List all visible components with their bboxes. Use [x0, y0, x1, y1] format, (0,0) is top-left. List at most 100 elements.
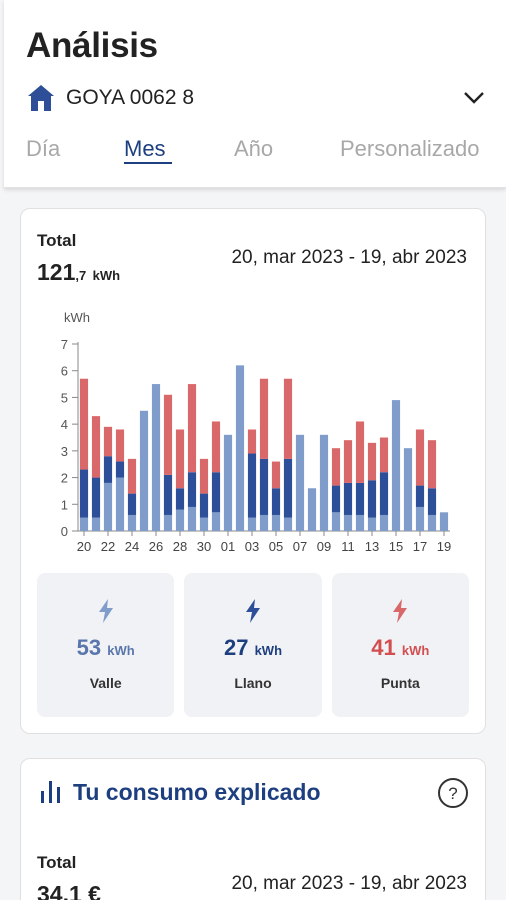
tile-punta: 41 kWh Punta	[331, 573, 469, 717]
y-tick-label: 5	[61, 390, 68, 405]
x-tick-label: 07	[293, 539, 307, 554]
tile-punta-value: 41 kWh	[332, 635, 469, 661]
bar-valle	[319, 434, 329, 531]
bar-valle	[163, 514, 173, 531]
bar-valle	[151, 384, 161, 531]
bar-llano	[367, 480, 377, 518]
bar-valle	[175, 509, 185, 531]
x-tick-label: 30	[197, 539, 211, 554]
x-tick-label: 13	[365, 539, 379, 554]
y-tick-label: 2	[61, 471, 68, 486]
total-unit: kWh	[92, 268, 121, 283]
supply-selector[interactable]: GOYA 0062 8	[26, 80, 496, 116]
x-tick-label: 17	[413, 539, 427, 554]
bar-valle	[307, 488, 317, 531]
bar-punta	[355, 421, 365, 483]
help-icon[interactable]: ?	[437, 777, 469, 809]
bar-chart-icon	[41, 781, 60, 803]
bar-punta	[379, 437, 389, 473]
bar-punta	[211, 421, 221, 473]
bolt-icon	[98, 599, 113, 623]
bar-llano	[427, 488, 437, 515]
tile-llano-number: 27	[223, 635, 249, 660]
explained-total-value: 34,1 €	[37, 881, 101, 900]
bar-punta	[79, 378, 89, 470]
tile-punta-unit: kWh	[401, 643, 430, 658]
bar-llano	[115, 461, 125, 478]
bar-llano	[415, 485, 425, 507]
x-tick-label: 20	[77, 539, 91, 554]
x-tick-label: 28	[173, 539, 187, 554]
bar-valle	[103, 482, 113, 531]
bar-punta	[127, 458, 137, 494]
bar-punta	[415, 429, 425, 486]
bar-punta	[331, 448, 341, 486]
bar-punta	[259, 378, 269, 459]
tariff-tiles: 53 kWh Valle 27 kWh Llano 41 kWh Punta	[37, 573, 469, 717]
bar-punta	[91, 416, 101, 478]
bar-punta	[187, 384, 197, 473]
explained-date-range: 20, mar 2023 - 19, abr 2023	[231, 873, 467, 894]
bar-llano	[91, 477, 101, 518]
x-tick-label: 11	[341, 539, 355, 554]
bar-llano	[247, 453, 257, 518]
bar-valle	[283, 517, 293, 531]
tab-mes[interactable]: Mes	[124, 136, 166, 161]
bar-llano	[127, 493, 137, 515]
tile-punta-label: Punta	[380, 675, 420, 691]
header: Análisis GOYA 0062 8 Día Mes Año Persona…	[4, 0, 506, 188]
tab-ano[interactable]: Año	[234, 136, 274, 161]
tile-llano: 27 kWh Llano	[184, 573, 322, 717]
bar-punta	[247, 429, 257, 454]
bar-llano	[199, 493, 209, 518]
active-tab-indicator	[124, 162, 172, 164]
bar-valle	[367, 517, 377, 531]
y-tick-label: 6	[61, 364, 68, 379]
bar-punta	[367, 442, 377, 481]
bar-valle	[259, 514, 269, 531]
x-tick-label: 01	[221, 539, 235, 554]
bar-llano	[331, 485, 341, 513]
bar-llano	[343, 482, 353, 515]
bar-valle	[79, 517, 89, 531]
total-int: 121	[37, 259, 76, 285]
bar-valle	[271, 514, 281, 531]
tab-personalizado[interactable]: Personalizado	[340, 136, 480, 161]
total-label: Total	[37, 231, 77, 250]
bar-valle	[439, 512, 449, 531]
tile-llano-value: 27 kWh	[184, 635, 321, 661]
y-axis-label: kWh	[64, 310, 90, 325]
bar-valle	[331, 512, 341, 531]
tile-llano-unit: kWh	[254, 643, 283, 658]
x-tick-label: 15	[389, 539, 403, 554]
bar-valle	[343, 514, 353, 531]
tile-valle: 53 kWh Valle	[37, 573, 175, 717]
supply-name: GOYA 0062 8	[66, 86, 195, 109]
y-tick-label: 1	[61, 497, 68, 512]
bar-valle	[223, 434, 233, 531]
tab-dia[interactable]: Día	[26, 136, 61, 161]
bar-llano	[355, 482, 365, 515]
tile-valle-label: Valle	[89, 675, 122, 691]
x-tick-label: 05	[269, 539, 283, 554]
x-tick-label: 24	[125, 539, 139, 554]
bar-llano	[379, 472, 389, 515]
bar-punta	[103, 426, 113, 457]
bar-valle	[127, 514, 137, 531]
bar-valle	[199, 517, 209, 531]
bar-llano	[259, 458, 269, 515]
bar-valle	[355, 514, 365, 531]
bar-valle	[91, 517, 101, 531]
explained-total-label: Total	[37, 853, 77, 872]
bolt-icon	[245, 599, 260, 623]
tile-valle-unit: kWh	[107, 643, 135, 658]
bar-valle	[247, 517, 257, 531]
tile-valle-number: 53	[76, 635, 102, 660]
x-tick-label: 19	[437, 539, 451, 554]
chevron-down-icon[interactable]	[460, 84, 488, 112]
svg-text:?: ?	[448, 784, 457, 803]
period-tabs: Día Mes Año Personalizado	[4, 132, 506, 172]
page-title: Análisis	[26, 26, 158, 65]
bar-valle	[403, 448, 413, 531]
